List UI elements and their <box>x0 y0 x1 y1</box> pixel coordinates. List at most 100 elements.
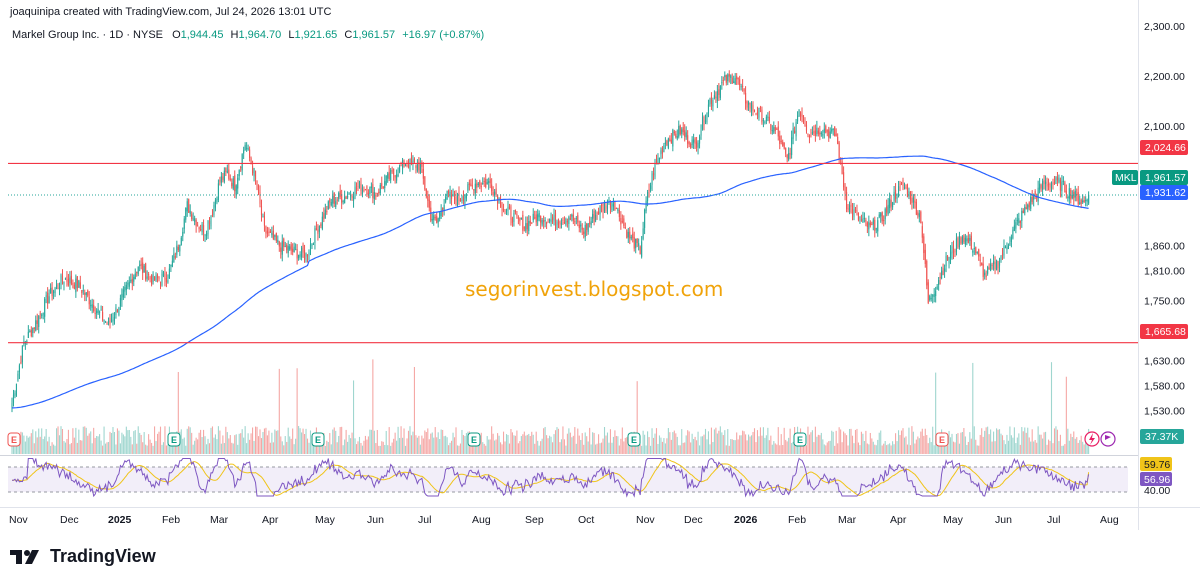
candle-body <box>1050 183 1053 189</box>
candle-body <box>984 272 986 276</box>
candle-body <box>194 218 196 222</box>
candle-body <box>400 164 402 166</box>
candle <box>1043 174 1045 190</box>
candle <box>357 180 359 192</box>
candle <box>776 127 778 130</box>
rsi-level-label: 40.00 <box>1144 485 1170 497</box>
candle-body <box>647 191 649 202</box>
candle-body <box>41 314 43 316</box>
volume-bar <box>745 434 747 454</box>
time-tick-label: Apr <box>262 514 279 526</box>
candle-body <box>410 157 413 163</box>
candle-body <box>624 226 626 229</box>
volume-bar <box>296 368 298 454</box>
candle-body <box>529 220 531 224</box>
volume-bar <box>42 439 44 454</box>
candle <box>559 220 561 229</box>
candle <box>27 325 29 339</box>
volume-bar <box>44 436 46 454</box>
volume-bar <box>425 431 427 454</box>
earnings-marker[interactable]: E <box>167 432 181 447</box>
candle-body <box>465 193 467 199</box>
earnings-marker[interactable]: E <box>311 432 325 447</box>
volume-bar <box>81 440 83 454</box>
volume-bar <box>161 444 163 454</box>
candle <box>814 124 816 142</box>
candle-body <box>198 227 200 230</box>
volume-bar <box>825 445 827 454</box>
candle <box>508 203 511 210</box>
candle-body <box>710 96 712 104</box>
candle-body <box>226 171 228 173</box>
candle-body <box>938 280 940 286</box>
candle-body <box>265 226 267 234</box>
candle <box>716 84 718 109</box>
volume-bar <box>350 438 352 454</box>
volume-bar <box>654 433 656 454</box>
volume-bar <box>165 445 167 454</box>
candle-body <box>54 287 56 294</box>
candle-body <box>418 161 420 171</box>
candle-body <box>520 218 522 220</box>
volume-bar <box>197 439 199 454</box>
volume-bar <box>840 429 842 454</box>
candle <box>260 199 263 222</box>
lightning-icon[interactable] <box>1084 431 1100 447</box>
volume-bar <box>636 381 638 454</box>
candle <box>425 188 427 199</box>
candle-body <box>205 233 208 236</box>
candle-body <box>197 224 199 226</box>
candle <box>1016 213 1018 226</box>
candle-body <box>633 237 635 249</box>
earnings-marker[interactable]: E <box>7 432 21 447</box>
volume-bar <box>492 433 494 454</box>
candle-body <box>189 210 191 214</box>
volume-bar <box>572 435 574 454</box>
candle-body <box>272 230 274 240</box>
volume-bar <box>508 443 511 454</box>
candle-body <box>822 134 824 136</box>
candle-body <box>1003 246 1005 256</box>
candle-body <box>94 312 96 314</box>
symbol-label[interactable]: Markel Group Inc. · 1D · NYSE <box>12 29 163 41</box>
earnings-marker[interactable]: E <box>467 432 481 447</box>
candle-body <box>320 224 322 226</box>
volume-bar <box>431 432 433 454</box>
candle-body <box>993 261 995 265</box>
candle-body <box>485 179 487 187</box>
candle <box>557 218 560 229</box>
flag-icon[interactable] <box>1100 431 1116 447</box>
volume-bar <box>963 428 965 454</box>
volume-bar <box>958 443 960 454</box>
earnings-marker[interactable]: E <box>627 432 641 447</box>
tradingview-logo-text: TradingView <box>50 546 156 566</box>
volume-bar <box>434 427 436 454</box>
candle <box>1045 175 1047 191</box>
candle-body <box>446 190 448 200</box>
earnings-marker[interactable]: E <box>793 432 807 447</box>
candle-body <box>85 292 87 296</box>
earnings-marker[interactable]: E <box>935 432 949 447</box>
candle-body <box>39 313 41 315</box>
candle <box>920 210 922 224</box>
candle-body <box>20 362 22 364</box>
candle <box>125 281 127 296</box>
candle <box>243 146 245 160</box>
candle <box>987 265 989 276</box>
volume-bar <box>67 429 69 454</box>
candle-body <box>651 173 653 185</box>
candle <box>105 320 107 323</box>
volume-bar <box>471 442 473 454</box>
candle-body <box>880 213 882 217</box>
volume-bar <box>382 441 384 454</box>
volume-bar <box>942 442 944 454</box>
candle <box>929 294 931 302</box>
candle <box>859 216 861 224</box>
candle-body <box>1040 184 1042 189</box>
candle-body <box>1085 200 1087 202</box>
volume-bar <box>1070 433 1072 454</box>
candle <box>430 200 432 223</box>
resistance-price-label: 2,024.66 <box>1145 142 1186 154</box>
volume-bar <box>406 438 408 454</box>
